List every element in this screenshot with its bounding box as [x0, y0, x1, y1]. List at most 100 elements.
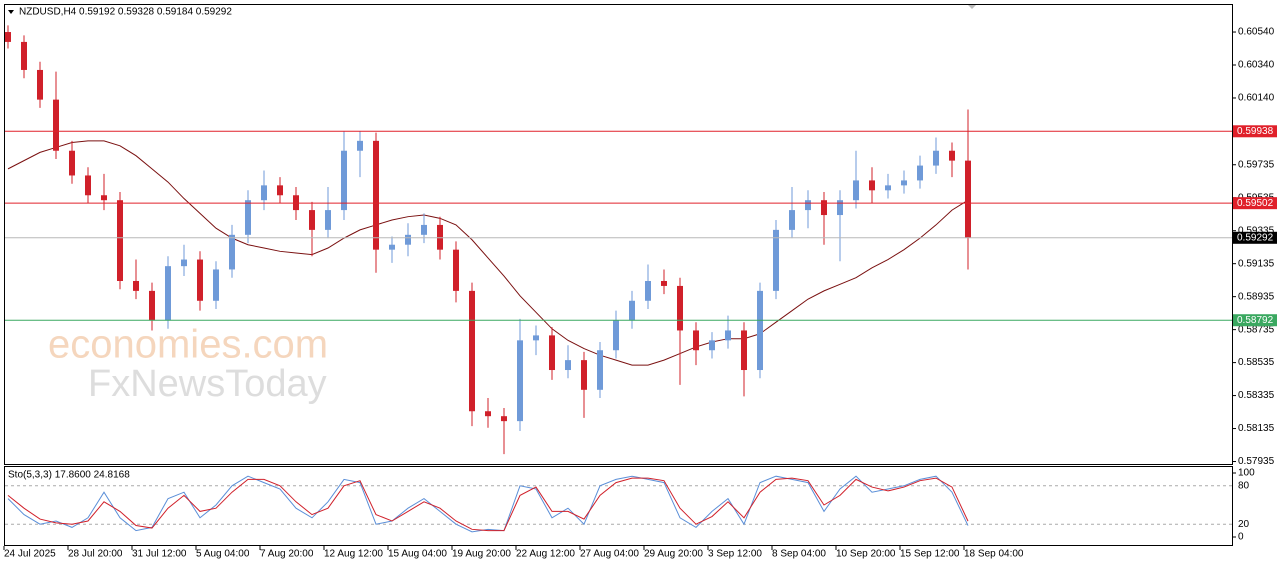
- y-tick-label: 0.57935: [1238, 456, 1275, 467]
- candle-body: [101, 195, 107, 201]
- candle-body: [389, 244, 395, 250]
- candle-body: [725, 330, 731, 341]
- x-tick-label: 5 Aug 04:00: [196, 549, 250, 560]
- candle-body: [709, 340, 715, 351]
- x-tick-label: 27 Aug 04:00: [580, 549, 639, 560]
- candle-body: [629, 300, 635, 321]
- candle-body: [821, 200, 827, 216]
- level-label: 0.59502: [1237, 198, 1274, 209]
- candle-body: [533, 335, 539, 341]
- y-tick-label: 0.60540: [1238, 27, 1275, 38]
- candle-body: [181, 259, 187, 267]
- candle-body: [133, 280, 139, 291]
- level-label: 0.59292: [1237, 232, 1274, 243]
- x-tick-label: 8 Sep 04:00: [772, 549, 826, 560]
- x-tick-label: 22 Aug 12:00: [516, 549, 575, 560]
- candle-body: [21, 41, 27, 70]
- x-tick-label: 18 Sep 04:00: [964, 549, 1024, 560]
- candle-body: [597, 350, 603, 390]
- level-label: 0.59938: [1237, 126, 1274, 137]
- level-label-box: [1233, 231, 1277, 244]
- y-tick-label: 0.59735: [1238, 159, 1275, 170]
- candle-body: [117, 200, 123, 281]
- candle-body: [277, 185, 283, 196]
- x-tick-label: 31 Jul 12:00: [132, 549, 187, 560]
- watermark: FxNewsToday: [88, 363, 327, 405]
- y-tick-label: 0.59335: [1238, 225, 1275, 236]
- candle-body: [965, 160, 971, 238]
- candle-body: [661, 280, 667, 286]
- y-tick-label: 0.60340: [1238, 60, 1275, 71]
- candle-body: [613, 320, 619, 351]
- candle-body: [565, 360, 571, 371]
- candle-body: [53, 99, 59, 151]
- stoch-tick-label: 0: [1238, 532, 1244, 543]
- candle-body: [309, 210, 315, 230]
- candle-body: [197, 259, 203, 301]
- candle-body: [789, 210, 795, 230]
- candle-body: [805, 200, 811, 211]
- moving-average: [7, 140, 969, 366]
- candle-body: [869, 180, 875, 191]
- x-tick-label: 28 Jul 20:00: [68, 549, 123, 560]
- candle-body: [37, 69, 43, 100]
- candle-body: [645, 280, 651, 301]
- candle-body: [325, 210, 331, 230]
- level-label-box: [1233, 314, 1277, 327]
- stoch-k-line: [7, 475, 969, 533]
- candle-body: [245, 200, 251, 235]
- candle-body: [229, 234, 235, 270]
- candle-body: [901, 180, 907, 186]
- y-tick-label: 0.59135: [1238, 258, 1275, 269]
- candle-body: [373, 140, 379, 250]
- candle-body: [677, 285, 683, 331]
- candle-body: [5, 32, 11, 42]
- y-tick-label: 0.58935: [1238, 291, 1275, 302]
- y-tick-label: 0.60140: [1238, 93, 1275, 104]
- x-tick-label: 10 Sep 20:00: [836, 549, 896, 560]
- x-tick-label: 15 Sep 12:00: [900, 549, 960, 560]
- stoch-tick-label: 20: [1238, 519, 1250, 530]
- x-tick-label: 7 Aug 20:00: [260, 549, 314, 560]
- x-tick-label: 15 Aug 04:00: [388, 549, 447, 560]
- candle-body: [517, 340, 523, 422]
- candle-body: [773, 229, 779, 291]
- collapse-icon[interactable]: [8, 10, 14, 14]
- candle-body: [581, 360, 587, 390]
- x-tick-label: 29 Aug 20:00: [644, 549, 703, 560]
- y-tick-label: 0.58335: [1238, 390, 1275, 401]
- candle-body: [837, 200, 843, 216]
- x-tick-label: 12 Aug 12:00: [324, 549, 383, 560]
- candle-body: [549, 335, 555, 371]
- watermark: economies.com: [48, 323, 328, 367]
- candle-body: [149, 290, 155, 321]
- stoch-tick-label: 80: [1238, 480, 1250, 491]
- candle-body: [501, 416, 507, 422]
- stoch-d-line: [7, 477, 969, 532]
- x-tick-label: 3 Sep 12:00: [708, 549, 762, 560]
- shift-marker: [968, 5, 976, 9]
- candle-body: [933, 150, 939, 166]
- candle-body: [885, 185, 891, 191]
- candle-body: [917, 165, 923, 181]
- candle-body: [485, 411, 491, 417]
- candle-body: [69, 150, 75, 176]
- candle-body: [949, 150, 955, 161]
- stochastic-panel: [4, 466, 1233, 546]
- candle-body: [757, 290, 763, 371]
- candle-body: [213, 269, 219, 301]
- level-label: 0.58792: [1237, 315, 1274, 326]
- level-label-box: [1233, 125, 1277, 138]
- x-tick-label: 24 Jul 2025: [4, 549, 56, 560]
- price-panel: [4, 4, 1233, 465]
- candle-body: [693, 330, 699, 351]
- y-tick-label: 0.58135: [1238, 423, 1275, 434]
- y-tick-label: 0.58735: [1238, 324, 1275, 335]
- candle-body: [453, 249, 459, 291]
- candle-body: [341, 150, 347, 211]
- x-tick-label: 19 Aug 20:00: [452, 549, 511, 560]
- chart-title: NZDUSD,H4 0.59192 0.59328 0.59184 0.5929…: [19, 7, 232, 18]
